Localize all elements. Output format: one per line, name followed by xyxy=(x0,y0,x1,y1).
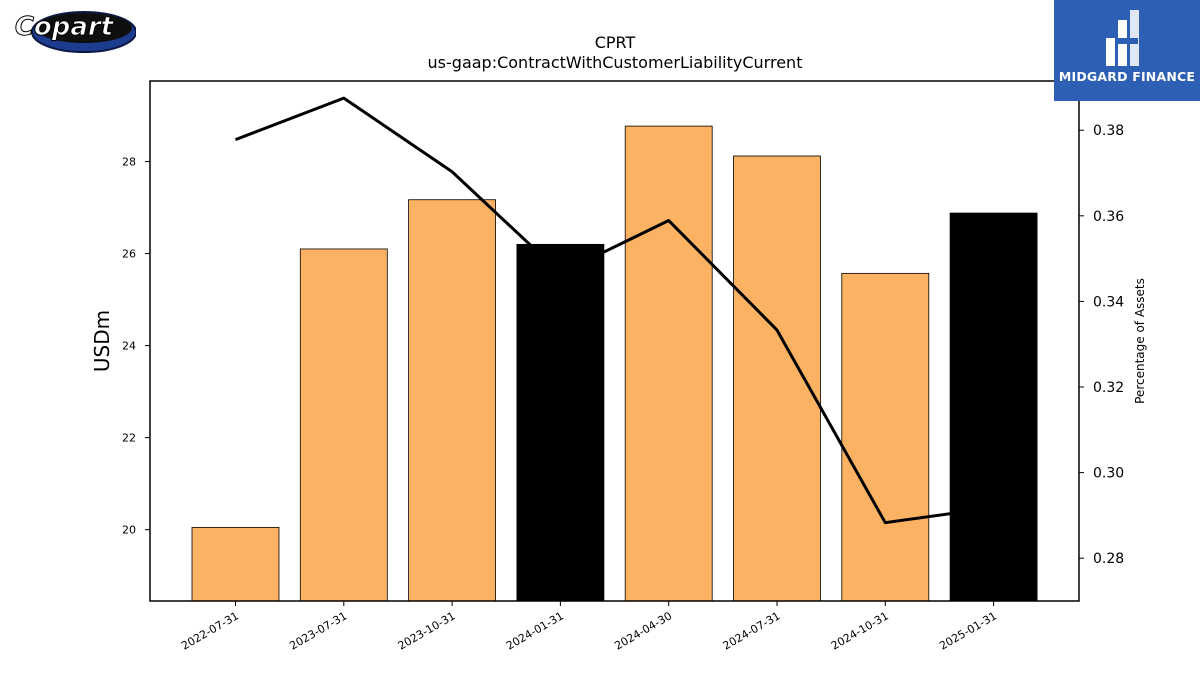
x-tick-label: 2023-07-31 xyxy=(287,609,349,652)
copart-logo: Copart xyxy=(4,4,137,54)
copart-logo-text: Copart xyxy=(15,12,115,42)
y-axis-right: 0.28 0.30 0.32 0.34 0.36 0.38 xyxy=(1079,123,1124,567)
x-tick-label: 2024-01-31 xyxy=(504,609,566,652)
chart-subtitle: us-gaap:ContractWithCustomerLiabilityCur… xyxy=(428,53,803,72)
bar-group xyxy=(191,125,1038,602)
bar-2022-07-31 xyxy=(191,526,280,602)
y2-tick-label: 0.30 xyxy=(1093,466,1124,482)
bar-2024-04-30 xyxy=(624,125,713,602)
line-group xyxy=(234,96,994,525)
y2-tick-label: 0.28 xyxy=(1093,551,1124,567)
x-tick-label: 2024-10-31 xyxy=(829,609,891,652)
x-tick-label: 2024-07-31 xyxy=(721,609,783,652)
y2-tick-label: 0.34 xyxy=(1093,294,1124,310)
x-tick-label: 2023-10-31 xyxy=(396,609,458,652)
midgard-logo-mark xyxy=(1106,10,1139,66)
bar-2024-01-31 xyxy=(516,243,605,602)
plot-frame xyxy=(149,80,1080,602)
bar-2024-07-31 xyxy=(733,155,821,602)
percentage-line xyxy=(234,96,994,525)
y2-tick-label: 0.38 xyxy=(1093,123,1124,139)
x-tick-label: 2025-01-31 xyxy=(937,609,999,652)
y-tick-label: 24 xyxy=(122,340,136,353)
midgard-finance-logo: MIDGARD FINANCE xyxy=(1054,0,1200,101)
bar-2023-07-31 xyxy=(299,248,388,602)
y-axis-label: USDm xyxy=(90,310,114,372)
bar-2025-01-31 xyxy=(949,212,1038,602)
copart-logo-mark: Copart xyxy=(14,11,137,53)
x-axis: 2022-07-31 2023-07-31 2023-10-31 2024-01-31… xyxy=(179,601,999,653)
y-tick-label: 28 xyxy=(122,156,136,169)
y-tick-label: 22 xyxy=(122,432,136,445)
y2-tick-label: 0.36 xyxy=(1093,209,1124,225)
y2-tick-label: 0.32 xyxy=(1093,380,1124,396)
midgard-logo-text: MIDGARD FINANCE xyxy=(1058,69,1196,84)
chart-title: CPRT xyxy=(595,33,636,52)
x-tick-label: 2024-04-30 xyxy=(612,609,674,652)
bar-2023-10-31 xyxy=(408,199,497,602)
bar-2024-10-31 xyxy=(841,272,930,602)
y-axis-left: 20 22 24 26 28 xyxy=(122,156,150,537)
y2-axis-label: Percentage of Assets xyxy=(1133,278,1147,404)
x-tick-label: 2022-07-31 xyxy=(179,609,241,652)
y-tick-label: 20 xyxy=(122,524,136,537)
y-tick-label: 26 xyxy=(122,248,136,261)
